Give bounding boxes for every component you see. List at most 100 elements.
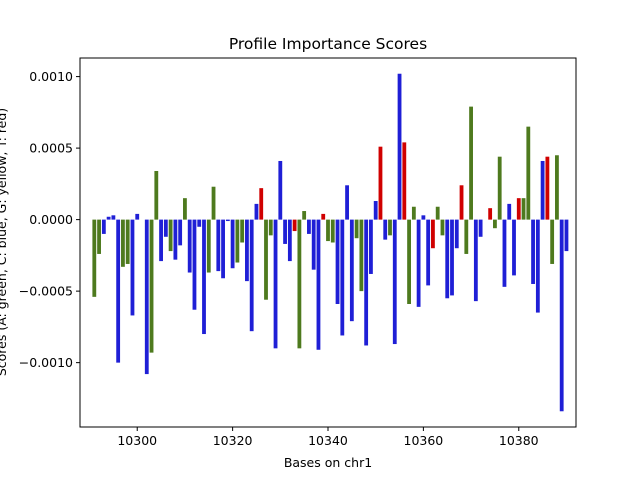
bar [512,219,516,276]
bar [273,219,278,349]
bar [440,219,445,236]
bar [202,219,206,335]
bar [111,215,116,220]
bar [211,186,216,220]
bar [330,219,335,243]
x-tick-label: 10360 [404,433,444,448]
chart-title: Profile Importance Scores [229,35,427,53]
bar [254,203,259,220]
bar [359,219,364,292]
bar [407,219,411,304]
bar [302,211,307,220]
bar [426,219,431,286]
bar [469,106,473,220]
bar [416,219,421,307]
bar [307,219,311,234]
bar [154,170,159,220]
x-tick-label: 10380 [499,433,539,448]
bar [235,219,240,263]
y-axis: −0.0010 −0.0005 0.0000 0.0005 0.0010 [19,69,80,370]
plot-frame [79,57,577,428]
bar [321,213,326,220]
bar [240,219,245,243]
bar [478,219,483,237]
bar [507,203,512,220]
bar [144,219,149,375]
x-axis-label: Bases on chr1 [284,455,372,470]
bar [411,206,416,220]
bar [297,219,302,349]
bar [97,219,101,254]
bar [369,219,373,274]
x-tick-label: 10300 [117,433,157,448]
bar [106,216,111,220]
bar [216,219,221,272]
bar [283,219,287,244]
bar [221,219,225,279]
bar [292,219,297,232]
bar [225,219,230,222]
bar [259,188,264,220]
bar [335,219,340,304]
bar [435,206,440,220]
bar [249,219,254,332]
bar [183,198,187,220]
bar [364,219,369,346]
bar [516,198,521,220]
y-tick-label: 0.0000 [29,212,73,227]
bar [245,219,249,282]
bars [92,73,569,412]
x-tick-label: 10320 [213,433,253,448]
bar [197,219,202,227]
bar [311,219,316,270]
bar [454,219,459,249]
bar [535,219,540,313]
bar [149,219,154,353]
bar [173,219,178,260]
bar [230,219,235,269]
bar [392,219,397,345]
bar [125,219,130,264]
bar [92,219,97,297]
bar [326,219,330,242]
bar [121,219,125,267]
bar [421,215,426,220]
bar [521,198,526,220]
bar [450,219,454,296]
bar [497,156,502,220]
bar [163,219,168,237]
y-tick-label: 0.0005 [29,141,73,156]
bar [431,219,435,249]
bar [402,142,407,220]
bar [378,146,383,220]
x-tick-label: 10340 [308,433,348,448]
x-axis: 10300 10320 10340 10360 10380 [117,427,539,448]
bar [178,219,183,246]
bar [488,208,493,220]
bar [459,185,464,220]
bar [268,219,273,236]
bar [264,219,268,300]
bar [531,219,535,284]
bar [354,219,359,239]
bar [340,219,345,336]
y-tick-label: 0.0010 [29,69,73,84]
bar [206,219,211,273]
bar [101,219,106,234]
bar [192,219,197,310]
bar [159,219,163,262]
bar [373,201,378,220]
bar [545,156,550,220]
bar [116,219,121,363]
y-axis-label: Scores (A: green, C: blue, G: yellow, T:… [0,108,9,376]
bar [349,219,354,322]
bar [135,213,140,220]
bar [464,219,469,254]
bar [168,219,173,252]
bar [559,219,564,412]
bar [445,219,450,299]
bar [555,155,559,220]
bar [130,219,135,316]
bar [540,160,545,220]
bar [526,126,531,220]
